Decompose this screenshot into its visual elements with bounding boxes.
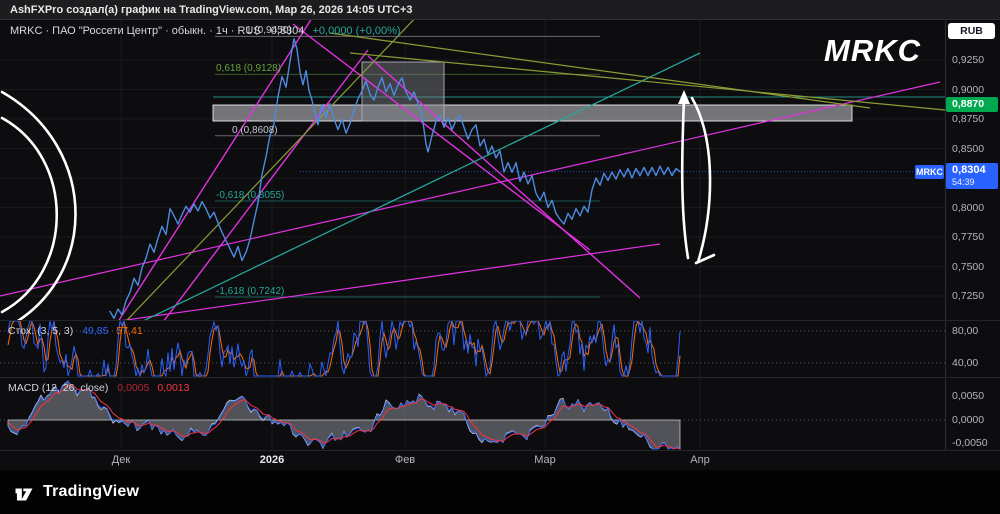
currency-toggle-button[interactable]: RUB: [948, 23, 995, 39]
fib-level-label: 0 (0,8608): [232, 124, 278, 136]
trend-line[interactable]: [110, 20, 420, 338]
pane-separator[interactable]: [0, 377, 1000, 378]
macd-indicator-legend[interactable]: MACD (12, 26, close) 0,0005 0,0013: [8, 382, 189, 394]
zone-box[interactable]: [212, 104, 853, 122]
stoch-axis-label: 80,00: [952, 325, 979, 337]
trend-line[interactable]: [349, 52, 945, 111]
white-arrow[interactable]: [0, 116, 58, 314]
tradingview-logo[interactable]: TradingView: [12, 470, 139, 514]
time-axis-label: 2026: [259, 454, 285, 466]
white-arrow[interactable]: [680, 96, 690, 260]
last-price-label: 0,8304 54:39: [946, 162, 998, 189]
stoch-k-value: 49,85: [82, 325, 109, 337]
time-axis-label: Мар: [534, 454, 556, 466]
pane-separator[interactable]: [0, 320, 1000, 321]
legend-change: +0,0000 (+0,00%): [312, 25, 401, 37]
symbol-title: MRKC · ПАО "Россети Центр" · обыкн. · 1ч…: [10, 25, 261, 37]
last-price-value: 0,8304: [952, 163, 986, 176]
fib-level-label: -0,618 (0,8055): [216, 190, 285, 201]
axis-separator: [945, 20, 946, 450]
price-axis-label: 0,7750: [952, 231, 985, 243]
pane-separator: [0, 450, 1000, 451]
stoch-indicator-legend[interactable]: Стох. (3, 5, 3) 49,85 57,41: [8, 325, 143, 337]
macd-signal-line: [7, 384, 681, 450]
price-axis-label: 0,7500: [952, 260, 985, 273]
arrow-head: [678, 90, 690, 104]
tradingview-brand-text: TradingView: [43, 483, 140, 500]
bar-countdown: 54:39: [952, 176, 975, 187]
fib-level-label: -1,618 (0,7242): [216, 285, 285, 297]
price-axis-label: 0,8750: [952, 113, 985, 125]
macd-pane: [0, 380, 945, 450]
time-axis-label: Дек: [111, 454, 131, 466]
macd-axis-label: 0,0000: [952, 414, 985, 426]
price-axis-label: 0,8000: [952, 201, 985, 214]
stoch-d-value: 57,41: [116, 325, 143, 337]
alert-price-label[interactable]: 0,8870: [946, 96, 998, 112]
time-axis-label: Апр: [690, 454, 710, 466]
macd-value-1: 0,0005: [117, 382, 150, 394]
macd-axis-label: -0,0050: [952, 437, 988, 449]
price-axis-label: 0,9250: [952, 54, 985, 66]
trend-line[interactable]: [105, 20, 312, 342]
price-axis-label: 0,8500: [952, 142, 985, 155]
price-axis[interactable]: 0,9250 0,9000 0,8750 0,8500 0,8000 0,7750 0,75…: [946, 20, 1000, 450]
footer: TradingView: [0, 470, 1000, 514]
white-arrow[interactable]: [694, 253, 716, 265]
stoch-k-line: [7, 320, 681, 377]
trend-line[interactable]: [367, 55, 641, 299]
trend-line[interactable]: [292, 23, 591, 251]
white-arrow[interactable]: [0, 90, 77, 330]
trend-line[interactable]: [329, 32, 871, 109]
stoch-d-line: [7, 320, 681, 377]
trend-line[interactable]: [0, 243, 661, 338]
top-bar: AshFXPro создал(а) график на TradingView…: [0, 0, 1000, 20]
chart-canvas[interactable]: [0, 20, 945, 450]
macd-line: [7, 380, 681, 450]
macd-title: MACD (12, 26, close): [8, 382, 109, 394]
trend-line[interactable]: [0, 81, 941, 297]
macd-axis-label: 0,0050: [952, 390, 985, 402]
fib-level-label: 0,618 (0,9128): [216, 63, 282, 75]
trend-line[interactable]: [112, 52, 701, 336]
price-pane: [0, 20, 945, 342]
stoch-axis-label: 40,00: [952, 357, 979, 369]
legend-price: 0,8304: [270, 25, 305, 37]
fib-level-label: 1 (0,9450): [246, 25, 292, 37]
trend-line[interactable]: [148, 49, 369, 342]
white-arrow[interactable]: [690, 96, 712, 264]
tradingview-logo-icon: [15, 488, 33, 501]
time-axis-label: Фев: [394, 454, 416, 466]
stoch-title: Стох. (3, 5, 3): [8, 325, 74, 337]
price-axis-label: 0,7250: [952, 290, 985, 302]
price-axis-label: 0,9000: [952, 83, 985, 96]
price-line: [109, 38, 681, 320]
top-bar-text: AshFXPro создал(а) график на TradingView…: [10, 4, 413, 16]
symbol-legend[interactable]: MRKC · ПАО "Россети Центр" · обыкн. · 1ч…: [10, 25, 401, 37]
symbol-watermark: MRKC: [824, 33, 921, 68]
stoch-pane: [0, 320, 945, 377]
time-axis[interactable]: Дек 2026 Фев Мар Апр: [0, 451, 1000, 470]
series-symbol-chip: MRKC: [915, 164, 944, 179]
macd-value-2: 0,0013: [157, 382, 190, 394]
